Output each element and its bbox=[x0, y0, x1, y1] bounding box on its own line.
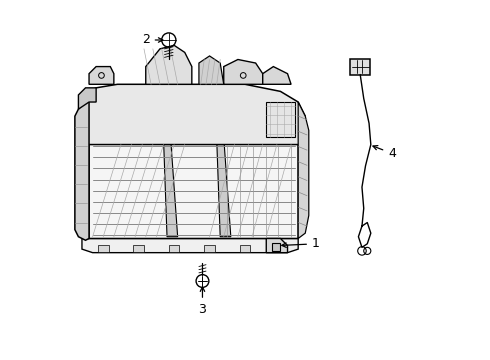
Polygon shape bbox=[164, 138, 178, 237]
Polygon shape bbox=[82, 238, 298, 253]
Polygon shape bbox=[217, 138, 231, 237]
Polygon shape bbox=[146, 45, 192, 84]
Polygon shape bbox=[82, 84, 305, 145]
Polygon shape bbox=[75, 102, 89, 240]
Bar bbox=[98, 245, 109, 252]
Text: 1: 1 bbox=[282, 237, 320, 250]
Polygon shape bbox=[298, 102, 309, 238]
Bar bbox=[169, 245, 179, 252]
FancyBboxPatch shape bbox=[266, 102, 294, 138]
Polygon shape bbox=[266, 238, 288, 253]
FancyBboxPatch shape bbox=[350, 59, 370, 75]
Bar bbox=[268, 245, 279, 252]
Polygon shape bbox=[263, 67, 291, 84]
Bar bbox=[204, 245, 215, 252]
Polygon shape bbox=[199, 56, 224, 84]
Bar bbox=[271, 243, 280, 251]
Polygon shape bbox=[89, 67, 114, 84]
Bar bbox=[133, 245, 144, 252]
Polygon shape bbox=[78, 88, 96, 109]
Polygon shape bbox=[89, 138, 298, 238]
Text: 2: 2 bbox=[142, 33, 163, 46]
Text: 4: 4 bbox=[373, 145, 396, 160]
Text: 3: 3 bbox=[198, 287, 206, 316]
Polygon shape bbox=[224, 59, 263, 84]
Bar bbox=[240, 245, 250, 252]
